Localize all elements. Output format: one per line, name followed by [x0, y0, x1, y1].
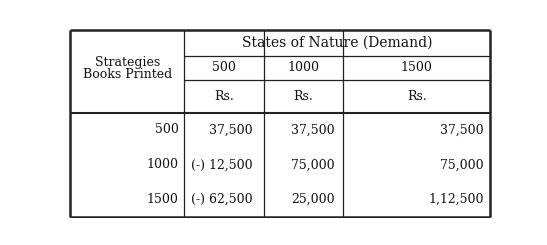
Text: Books Printed: Books Printed — [83, 68, 172, 81]
Text: 500: 500 — [212, 61, 236, 74]
Text: 1000: 1000 — [287, 61, 319, 74]
Text: 1000: 1000 — [147, 158, 179, 171]
Text: 25,000: 25,000 — [291, 193, 335, 206]
Text: States of Nature (Demand): States of Nature (Demand) — [242, 36, 432, 50]
Text: 1,12,500: 1,12,500 — [428, 193, 484, 206]
Text: (-) 62,500: (-) 62,500 — [191, 193, 253, 206]
Text: 1500: 1500 — [147, 193, 179, 206]
Text: Rs.: Rs. — [294, 90, 313, 103]
Text: 37,500: 37,500 — [440, 123, 484, 136]
Text: 1500: 1500 — [401, 61, 433, 74]
Text: 75,000: 75,000 — [440, 158, 484, 171]
Text: Rs.: Rs. — [214, 90, 234, 103]
Text: 75,000: 75,000 — [291, 158, 335, 171]
Text: 37,500: 37,500 — [210, 123, 253, 136]
Text: Rs.: Rs. — [407, 90, 427, 103]
Text: Strategies: Strategies — [95, 56, 160, 69]
Text: 37,500: 37,500 — [291, 123, 335, 136]
Text: (-) 12,500: (-) 12,500 — [191, 158, 253, 171]
Text: 500: 500 — [155, 123, 179, 136]
